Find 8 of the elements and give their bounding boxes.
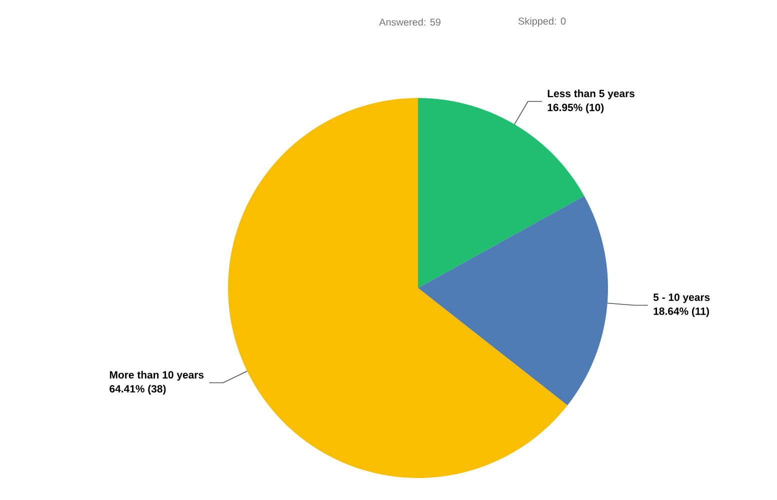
- slice-label: More than 10 years: [110, 370, 204, 381]
- data-label: 18.64% (11): [654, 307, 709, 317]
- data-label: 16.95% (10): [548, 103, 604, 114]
- data-label: 64.41% (38): [110, 384, 166, 395]
- text: Answered: 59: [379, 18, 440, 26]
- slice-label: 5 - 10 years: [653, 294, 710, 304]
- slice-label: Less than 5 years: [548, 90, 635, 100]
- text: Skipped: 0: [518, 17, 566, 27]
